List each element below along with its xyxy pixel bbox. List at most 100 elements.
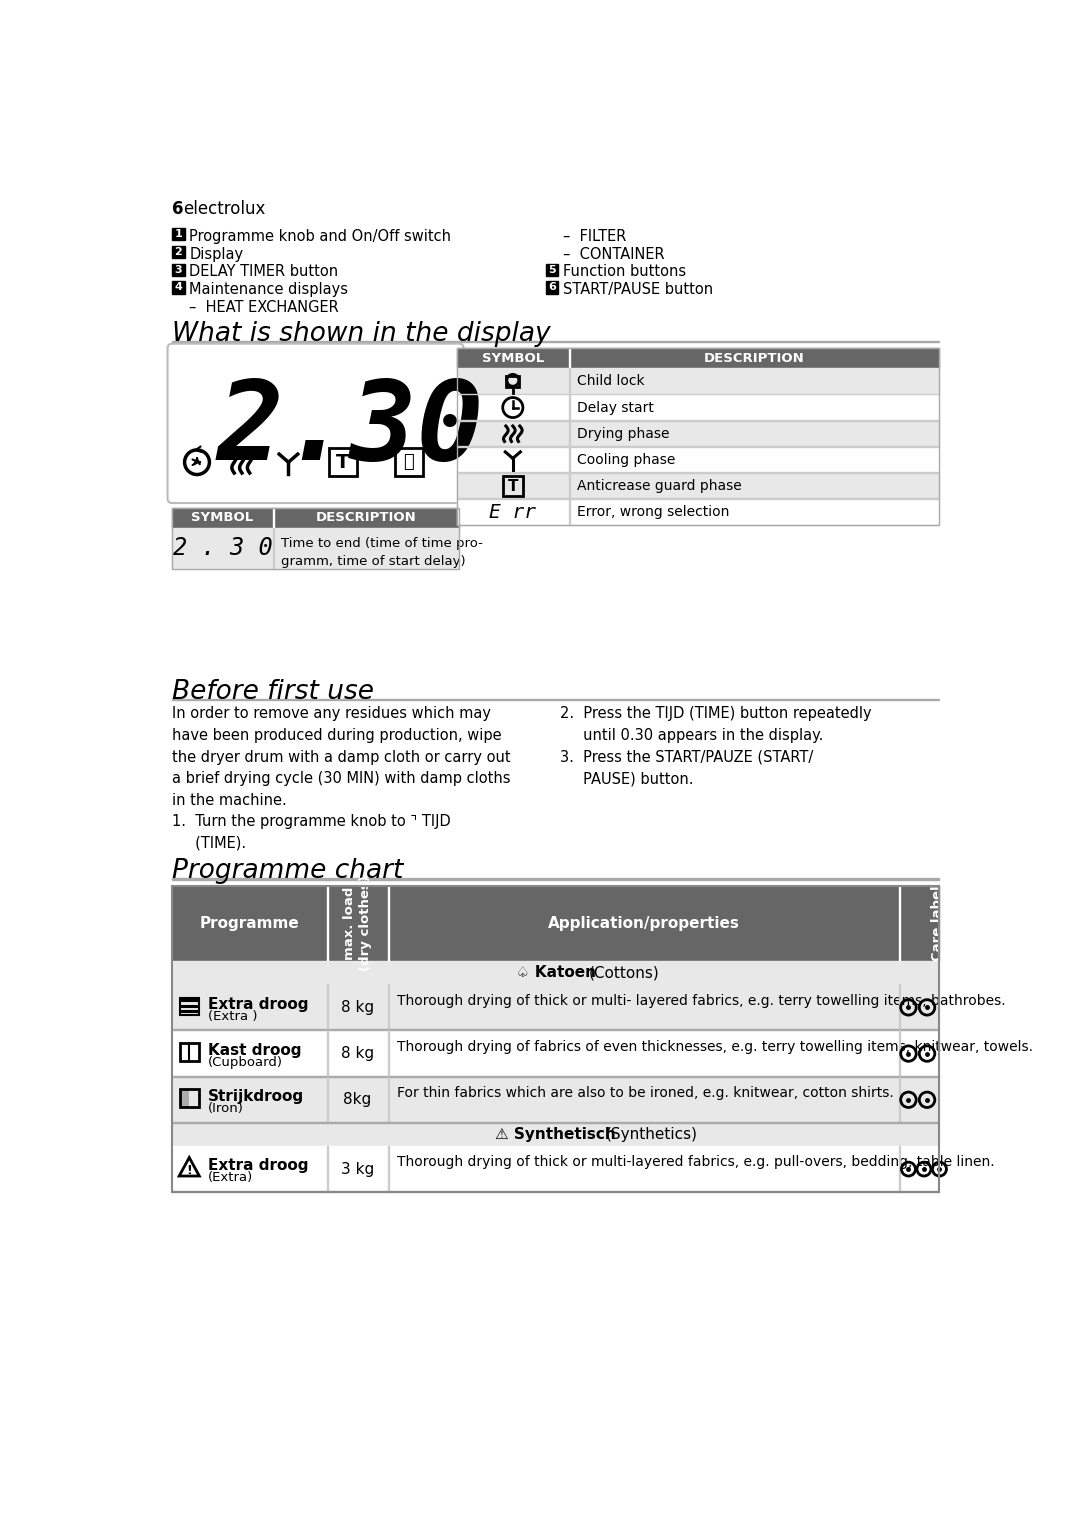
Bar — [900, 1145, 901, 1193]
Text: 5: 5 — [549, 265, 556, 275]
Bar — [545, 281, 558, 294]
Text: Kast droog: Kast droog — [207, 1043, 301, 1058]
Text: Drying phase: Drying phase — [577, 427, 670, 440]
Text: Strijkdroog: Strijkdroog — [207, 1089, 303, 1104]
Text: –  HEAT EXCHANGER: – HEAT EXCHANGER — [189, 300, 339, 315]
Text: For thin fabrics which are also to be ironed, e.g. knitwear, cotton shirts.: For thin fabrics which are also to be ir… — [397, 1086, 894, 1099]
FancyBboxPatch shape — [167, 344, 463, 503]
Bar — [172, 246, 185, 258]
Bar — [569, 498, 570, 526]
Text: E rr: E rr — [489, 503, 537, 521]
Bar — [172, 885, 940, 1193]
Text: (Iron): (Iron) — [207, 1102, 244, 1115]
Text: START/PAUSE button: START/PAUSE button — [563, 281, 713, 297]
Text: 8 kg: 8 kg — [341, 1046, 374, 1061]
Text: ♤ Katoen: ♤ Katoen — [516, 965, 596, 980]
Text: 1: 1 — [175, 229, 183, 240]
Bar — [569, 446, 570, 472]
Text: Thorough drying of thick or multi- layered fabrics, e.g. terry towelling items, : Thorough drying of thick or multi- layer… — [397, 994, 1005, 1008]
Text: 2: 2 — [175, 248, 183, 257]
Text: In order to remove any residues which may
have been produced during production, : In order to remove any residues which ma… — [172, 706, 511, 852]
Text: 🔒: 🔒 — [403, 453, 414, 471]
Text: Thorough drying of fabrics of even thicknesses, e.g. terry towelling items, knit: Thorough drying of fabrics of even thick… — [397, 1040, 1032, 1053]
Text: (Extra ): (Extra ) — [207, 1009, 257, 1023]
Text: T: T — [508, 479, 518, 494]
Bar — [457, 420, 940, 446]
Bar — [388, 1145, 389, 1193]
Bar — [388, 1031, 389, 1076]
Bar — [273, 508, 274, 528]
Bar — [545, 263, 558, 275]
Text: Application/properties: Application/properties — [548, 916, 740, 931]
Bar — [327, 1076, 328, 1122]
Text: –  FILTER: – FILTER — [563, 229, 626, 245]
Text: (Extra): (Extra) — [207, 1171, 253, 1185]
Bar — [172, 1122, 940, 1145]
Text: Programme chart: Programme chart — [172, 858, 404, 884]
Bar — [172, 508, 459, 528]
Bar — [172, 885, 940, 962]
Bar — [457, 349, 940, 368]
Bar — [502, 476, 523, 495]
Text: Child lock: Child lock — [577, 375, 645, 388]
Bar — [388, 1076, 389, 1122]
Bar — [327, 1145, 328, 1193]
Bar — [569, 349, 570, 368]
Bar — [172, 528, 459, 569]
Text: Thorough drying of thick or multi-layered fabrics, e.g. pull-overs, bedding, tab: Thorough drying of thick or multi-layere… — [397, 1156, 995, 1170]
Text: Cooling phase: Cooling phase — [577, 453, 675, 466]
Text: 2.30: 2.30 — [216, 376, 484, 483]
Text: DESCRIPTION: DESCRIPTION — [704, 352, 805, 365]
Text: 6: 6 — [172, 200, 184, 219]
Text: DESCRIPTION: DESCRIPTION — [315, 511, 416, 524]
Text: 8 kg: 8 kg — [341, 1000, 374, 1015]
Text: T: T — [336, 453, 350, 472]
Text: Function buttons: Function buttons — [563, 265, 686, 280]
Text: SYMBOL: SYMBOL — [482, 352, 544, 365]
Text: Maintenance displays: Maintenance displays — [189, 281, 348, 297]
Text: !: ! — [187, 1164, 192, 1177]
Bar — [569, 472, 570, 498]
Bar — [327, 1031, 328, 1076]
Text: 6: 6 — [548, 283, 556, 292]
Text: DELAY TIMER button: DELAY TIMER button — [189, 265, 338, 280]
Text: SYMBOL: SYMBOL — [191, 511, 254, 524]
Text: Extra droog: Extra droog — [207, 1159, 309, 1173]
Bar — [388, 885, 389, 962]
Text: (Cupboard): (Cupboard) — [207, 1057, 283, 1069]
Bar — [180, 1043, 199, 1061]
Bar — [900, 985, 901, 1031]
Bar — [172, 281, 185, 294]
Bar — [172, 1031, 940, 1076]
Text: Anticrease guard phase: Anticrease guard phase — [577, 479, 742, 492]
Bar — [457, 368, 940, 394]
Text: Time to end (time of time pro-
gramm, time of start delay): Time to end (time of time pro- gramm, ti… — [281, 537, 483, 567]
Bar — [180, 1089, 199, 1107]
Bar — [327, 985, 328, 1031]
Text: max. load
(dry clothes): max. load (dry clothes) — [343, 876, 372, 971]
Text: 3 kg: 3 kg — [341, 1162, 374, 1177]
Bar — [900, 1031, 901, 1076]
Text: (Synthetics): (Synthetics) — [606, 1127, 698, 1142]
Text: 4: 4 — [175, 283, 183, 292]
Bar — [327, 885, 328, 962]
Bar — [457, 394, 940, 420]
Text: electrolux: electrolux — [183, 200, 266, 219]
Bar — [900, 885, 901, 962]
Text: Programme knob and On/Off switch: Programme knob and On/Off switch — [189, 229, 451, 245]
Text: –  CONTAINER: – CONTAINER — [563, 246, 664, 261]
Text: Display: Display — [189, 246, 243, 261]
Bar — [172, 962, 940, 985]
Text: 2.  Press the TIJD (TIME) button repeatedly
     until 0.30 appears in the displ: 2. Press the TIJD (TIME) button repeated… — [559, 706, 872, 786]
Bar — [273, 528, 274, 569]
Bar — [172, 985, 940, 1031]
Text: ⚠ Synthetisch: ⚠ Synthetisch — [496, 1127, 617, 1142]
Bar — [328, 448, 356, 476]
Bar — [172, 263, 185, 275]
Bar — [507, 376, 519, 387]
Bar — [172, 228, 185, 240]
Text: Extra droog: Extra droog — [207, 997, 309, 1012]
Bar — [172, 1076, 940, 1122]
Text: Error, wrong selection: Error, wrong selection — [577, 505, 729, 520]
Bar — [457, 472, 940, 498]
